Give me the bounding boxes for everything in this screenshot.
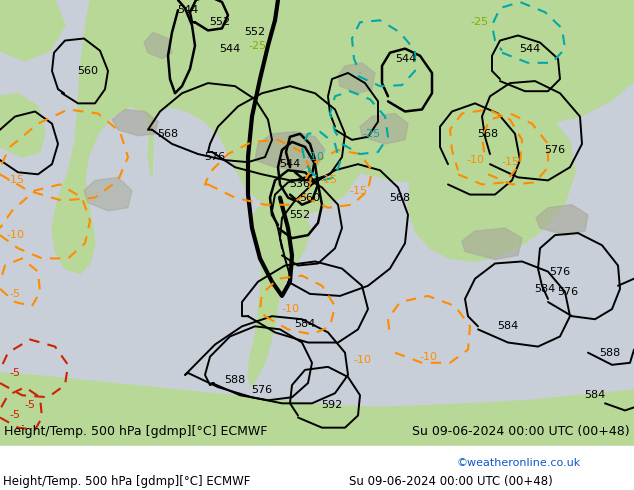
Text: 560: 560: [77, 66, 98, 76]
Text: -10: -10: [353, 355, 371, 365]
Text: 568: 568: [157, 129, 179, 139]
Text: 544: 544: [178, 5, 198, 15]
Text: 568: 568: [389, 193, 411, 202]
Polygon shape: [84, 177, 132, 211]
Text: 576: 576: [557, 287, 579, 297]
Polygon shape: [355, 106, 450, 182]
Text: -25: -25: [249, 41, 267, 50]
Text: 584: 584: [294, 319, 316, 329]
Polygon shape: [148, 0, 360, 215]
Text: 544: 544: [519, 44, 541, 53]
Polygon shape: [0, 373, 634, 446]
Text: -15: -15: [349, 186, 367, 196]
Text: -25: -25: [471, 17, 489, 27]
Text: 576: 576: [204, 152, 226, 162]
Text: 592: 592: [321, 400, 342, 410]
Text: 576: 576: [252, 385, 273, 395]
Text: 588: 588: [599, 348, 621, 358]
Polygon shape: [490, 0, 634, 122]
Polygon shape: [338, 63, 375, 93]
Text: 544: 544: [219, 44, 241, 53]
Text: -15: -15: [6, 175, 24, 185]
Text: -10: -10: [281, 304, 299, 314]
Text: -5: -5: [10, 289, 20, 299]
Text: -5: -5: [10, 411, 20, 420]
Text: -5: -5: [10, 368, 20, 378]
Text: 552: 552: [245, 27, 266, 37]
Text: 584: 584: [498, 321, 519, 331]
Text: Height/Temp. 500 hPa [gdmp][°C] ECMWF: Height/Temp. 500 hPa [gdmp][°C] ECMWF: [3, 474, 250, 488]
Text: 588: 588: [224, 375, 245, 385]
Text: -10: -10: [466, 155, 484, 165]
Text: -10: -10: [419, 352, 437, 362]
Text: 544: 544: [396, 54, 417, 64]
Text: ©weatheronline.co.uk: ©weatheronline.co.uk: [456, 458, 581, 468]
Polygon shape: [132, 0, 175, 56]
Text: 576: 576: [545, 145, 566, 155]
Text: Height/Temp. 500 hPa [gdmp][°C] ECMWF: Height/Temp. 500 hPa [gdmp][°C] ECMWF: [4, 425, 268, 438]
Text: Su 09-06-2024 00:00 UTC (00+48): Su 09-06-2024 00:00 UTC (00+48): [412, 425, 630, 438]
Polygon shape: [462, 228, 522, 259]
Text: -25: -25: [363, 129, 381, 139]
Text: -5: -5: [25, 400, 36, 410]
Text: 544: 544: [280, 159, 301, 169]
Text: 560: 560: [299, 193, 321, 202]
Polygon shape: [0, 93, 45, 157]
Text: 584: 584: [534, 284, 555, 294]
Text: -15: -15: [319, 175, 337, 185]
Polygon shape: [255, 132, 325, 170]
Text: -10: -10: [6, 230, 24, 240]
Polygon shape: [112, 109, 158, 136]
Polygon shape: [248, 205, 310, 387]
Text: 552: 552: [290, 210, 311, 220]
Text: 584: 584: [585, 390, 605, 400]
Polygon shape: [536, 205, 588, 235]
Text: 536: 536: [290, 179, 311, 190]
Polygon shape: [360, 114, 408, 144]
Polygon shape: [408, 0, 575, 262]
Polygon shape: [0, 0, 65, 61]
Text: -15: -15: [501, 157, 519, 167]
Polygon shape: [144, 32, 172, 59]
Polygon shape: [325, 0, 455, 152]
Text: -10: -10: [306, 152, 324, 162]
Text: 552: 552: [209, 17, 231, 27]
Polygon shape: [52, 0, 155, 273]
Text: 568: 568: [477, 129, 498, 139]
Text: Su 09-06-2024 00:00 UTC (00+48): Su 09-06-2024 00:00 UTC (00+48): [349, 474, 552, 488]
Text: 576: 576: [550, 267, 571, 276]
